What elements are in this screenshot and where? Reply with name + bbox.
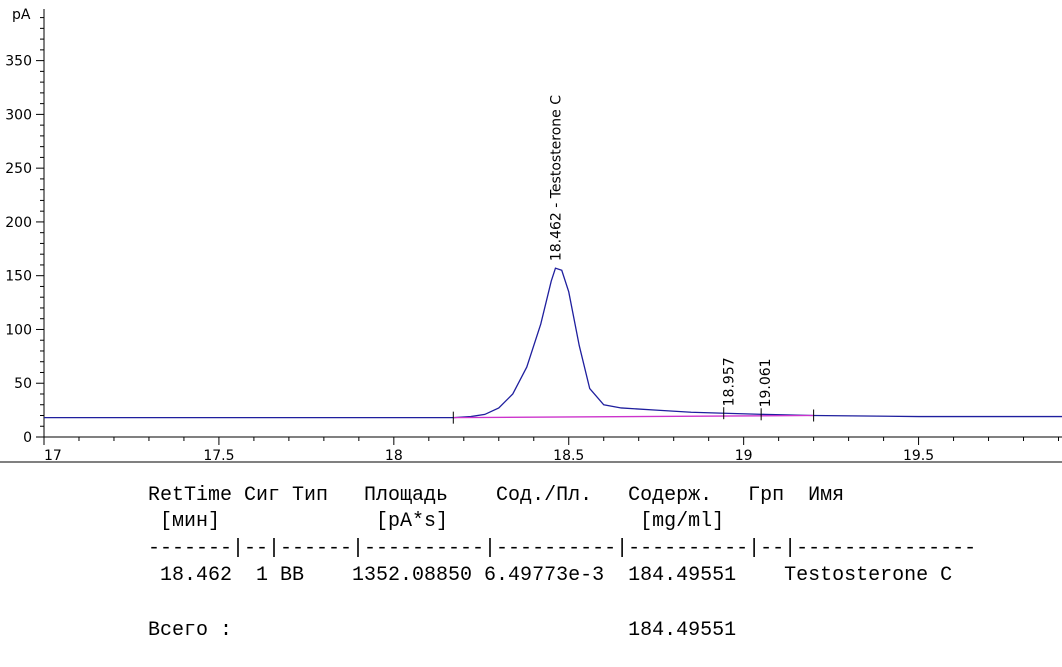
- x-tick-label: 17: [44, 448, 62, 464]
- x-tick-label: 18.5: [553, 448, 584, 464]
- x-tick-label: 17.5: [203, 448, 234, 464]
- report-line: Всего : 184.49551: [148, 619, 737, 642]
- y-axis-label: pA: [12, 7, 31, 23]
- chart: pA 0 50 100 150 200 250 300 350 17 17.5 18 18.5 19 19…: [0, 7, 1062, 464]
- y-tick-label: 350: [5, 54, 32, 70]
- y-tick-label: 150: [5, 269, 32, 285]
- x-tick-label: 19.5: [903, 448, 934, 464]
- y-tick-label: 0: [23, 430, 32, 446]
- signal-line: [453, 414, 814, 419]
- peak-label: 18.957: [722, 357, 738, 406]
- x-tick-label: 19: [735, 448, 753, 464]
- peak-label: 19.061: [758, 358, 774, 407]
- y-tick-label: 250: [5, 161, 32, 177]
- report-line: RetTime Сиг Тип Площадь Сод./Пл. Содерж.…: [148, 484, 845, 507]
- y-tick-label: 300: [5, 107, 32, 123]
- report-line: [мин] [pA*s] [mg/ml]: [148, 510, 725, 533]
- signal-line: [44, 267, 1062, 419]
- peak-label: 18.462 - Testosterone C: [548, 95, 564, 261]
- x-tick-label: 18: [385, 448, 403, 464]
- report-line: -------|--|------|----------|----------|…: [148, 537, 977, 560]
- y-tick-label: 50: [14, 376, 32, 392]
- y-tick-label: 100: [5, 322, 32, 338]
- y-tick-label: 200: [5, 215, 32, 231]
- report-line: 18.462 1 BB 1352.08850 6.49773e-3 184.49…: [148, 564, 953, 587]
